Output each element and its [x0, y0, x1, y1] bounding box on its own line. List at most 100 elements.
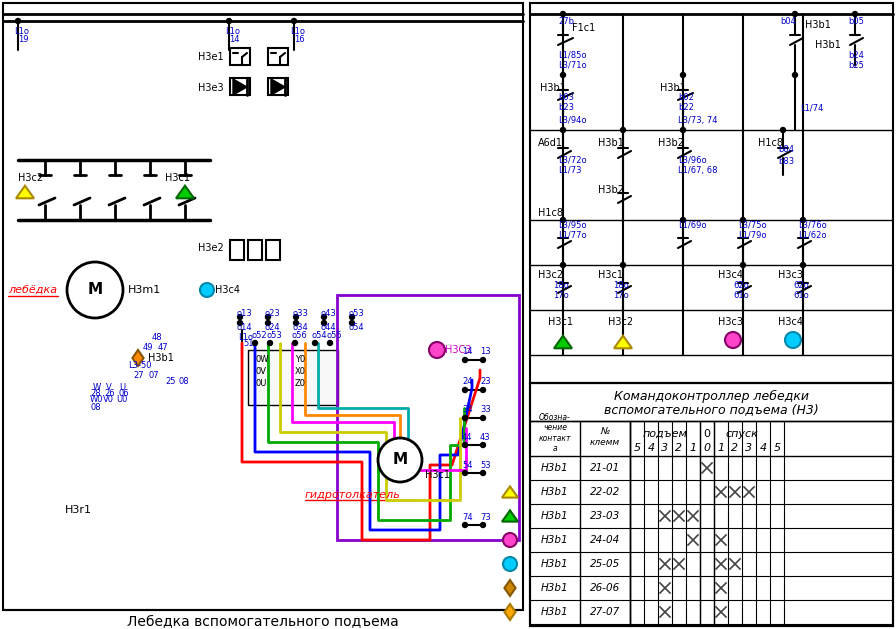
- Text: H3с3: H3с3: [718, 317, 743, 327]
- Polygon shape: [502, 486, 518, 498]
- Text: лебёдка: лебёдка: [8, 285, 57, 295]
- Circle shape: [237, 314, 243, 320]
- Text: V0: V0: [103, 396, 114, 404]
- Text: Н3b1: Н3b1: [541, 535, 569, 545]
- Polygon shape: [504, 604, 515, 620]
- Text: 26: 26: [104, 389, 115, 398]
- Text: вспомогательного подъема (Н3): вспомогательного подъема (Н3): [604, 403, 819, 416]
- Text: H3b1: H3b1: [815, 40, 840, 50]
- Text: 2: 2: [731, 443, 738, 453]
- Text: H3r1: H3r1: [65, 505, 92, 515]
- Polygon shape: [176, 186, 194, 198]
- Text: подъем: подъем: [642, 429, 687, 439]
- Text: Командоконтроллер лебедки: Командоконтроллер лебедки: [614, 389, 809, 403]
- Text: H3с1: H3с1: [425, 470, 450, 480]
- Text: H3b1: H3b1: [148, 353, 174, 363]
- Text: b02: b02: [678, 94, 694, 103]
- Polygon shape: [133, 350, 143, 366]
- Text: 22-02: 22-02: [590, 487, 620, 497]
- Text: L3/75o: L3/75o: [738, 221, 767, 230]
- Circle shape: [294, 314, 298, 320]
- Text: L1/85o: L1/85o: [558, 50, 587, 60]
- Text: o44: o44: [320, 323, 336, 331]
- Text: H3е2: H3е2: [198, 243, 224, 253]
- Text: Н3b1: Н3b1: [541, 463, 569, 473]
- Text: V: V: [106, 384, 112, 392]
- Circle shape: [265, 314, 271, 320]
- Text: M: M: [392, 452, 408, 467]
- Text: H3с4: H3с4: [778, 317, 803, 327]
- Text: W0: W0: [90, 396, 104, 404]
- Text: Н3b1: Н3b1: [541, 487, 569, 497]
- Circle shape: [462, 387, 468, 392]
- Text: o24: o24: [264, 323, 280, 331]
- Bar: [266, 240, 280, 260]
- Text: Н3b1: Н3b1: [541, 511, 569, 521]
- Circle shape: [780, 128, 786, 133]
- Circle shape: [740, 218, 745, 223]
- Text: 48: 48: [152, 333, 163, 343]
- Bar: [230, 240, 244, 260]
- Text: L1/67, 68: L1/67, 68: [678, 165, 718, 174]
- Text: b22: b22: [678, 104, 694, 113]
- Text: H3с1: H3с1: [165, 173, 190, 183]
- Text: 2: 2: [676, 443, 683, 453]
- Text: H3b1: H3b1: [598, 138, 624, 148]
- Text: b04: b04: [780, 18, 796, 26]
- Text: b83: b83: [778, 157, 794, 167]
- Text: L3/95o: L3/95o: [558, 221, 587, 230]
- Text: 07: 07: [148, 370, 159, 379]
- Text: Н3b1: Н3b1: [541, 559, 569, 569]
- Text: b25: b25: [848, 60, 864, 69]
- Text: 53: 53: [480, 460, 491, 469]
- Circle shape: [328, 340, 332, 345]
- Text: 5: 5: [773, 443, 780, 453]
- Circle shape: [265, 321, 271, 325]
- Circle shape: [792, 11, 797, 16]
- Text: 43: 43: [480, 433, 491, 442]
- Text: A6d1: A6d1: [538, 138, 563, 148]
- Text: 26-06: 26-06: [590, 583, 620, 593]
- Text: o56: o56: [291, 330, 306, 340]
- Text: H3m1: H3m1: [128, 285, 161, 295]
- Text: 27-07: 27-07: [590, 607, 620, 617]
- Circle shape: [349, 321, 355, 325]
- Text: o55: o55: [326, 330, 341, 340]
- Circle shape: [462, 470, 468, 476]
- Polygon shape: [271, 79, 285, 95]
- Text: U: U: [119, 384, 125, 392]
- Text: 0U: 0U: [255, 379, 266, 389]
- Text: Н3b1: Н3b1: [541, 607, 569, 617]
- Circle shape: [792, 72, 797, 77]
- Text: o23: o23: [264, 308, 280, 318]
- Circle shape: [462, 442, 468, 447]
- Text: 3: 3: [661, 443, 668, 453]
- Text: H3с2: H3с2: [608, 317, 633, 327]
- Text: L1o: L1o: [238, 333, 253, 342]
- Circle shape: [268, 340, 272, 345]
- Text: L1/62o: L1/62o: [798, 230, 826, 240]
- Text: o52: o52: [251, 330, 267, 340]
- Circle shape: [322, 314, 326, 320]
- Bar: [530, 383, 893, 626]
- Circle shape: [253, 340, 257, 345]
- Text: 24-04: 24-04: [590, 535, 620, 545]
- Text: 0W: 0W: [255, 355, 269, 364]
- Text: L3/76o: L3/76o: [798, 221, 827, 230]
- Text: 44: 44: [462, 433, 472, 442]
- Text: 1: 1: [689, 443, 696, 453]
- Text: 49: 49: [143, 343, 153, 352]
- Bar: [268, 78, 288, 95]
- Text: 61o: 61o: [793, 291, 809, 299]
- Text: H3b1: H3b1: [660, 83, 685, 93]
- Circle shape: [740, 262, 745, 267]
- Circle shape: [725, 332, 741, 348]
- Text: Y0: Y0: [295, 355, 306, 364]
- Text: Лебедка вспомогательного подъема: Лебедка вспомогательного подъема: [127, 615, 399, 629]
- Text: L3/96o: L3/96o: [678, 155, 707, 165]
- Circle shape: [462, 416, 468, 421]
- Circle shape: [561, 72, 565, 77]
- Circle shape: [349, 314, 355, 320]
- Circle shape: [294, 321, 298, 325]
- Text: H1c8: H1c8: [758, 138, 783, 148]
